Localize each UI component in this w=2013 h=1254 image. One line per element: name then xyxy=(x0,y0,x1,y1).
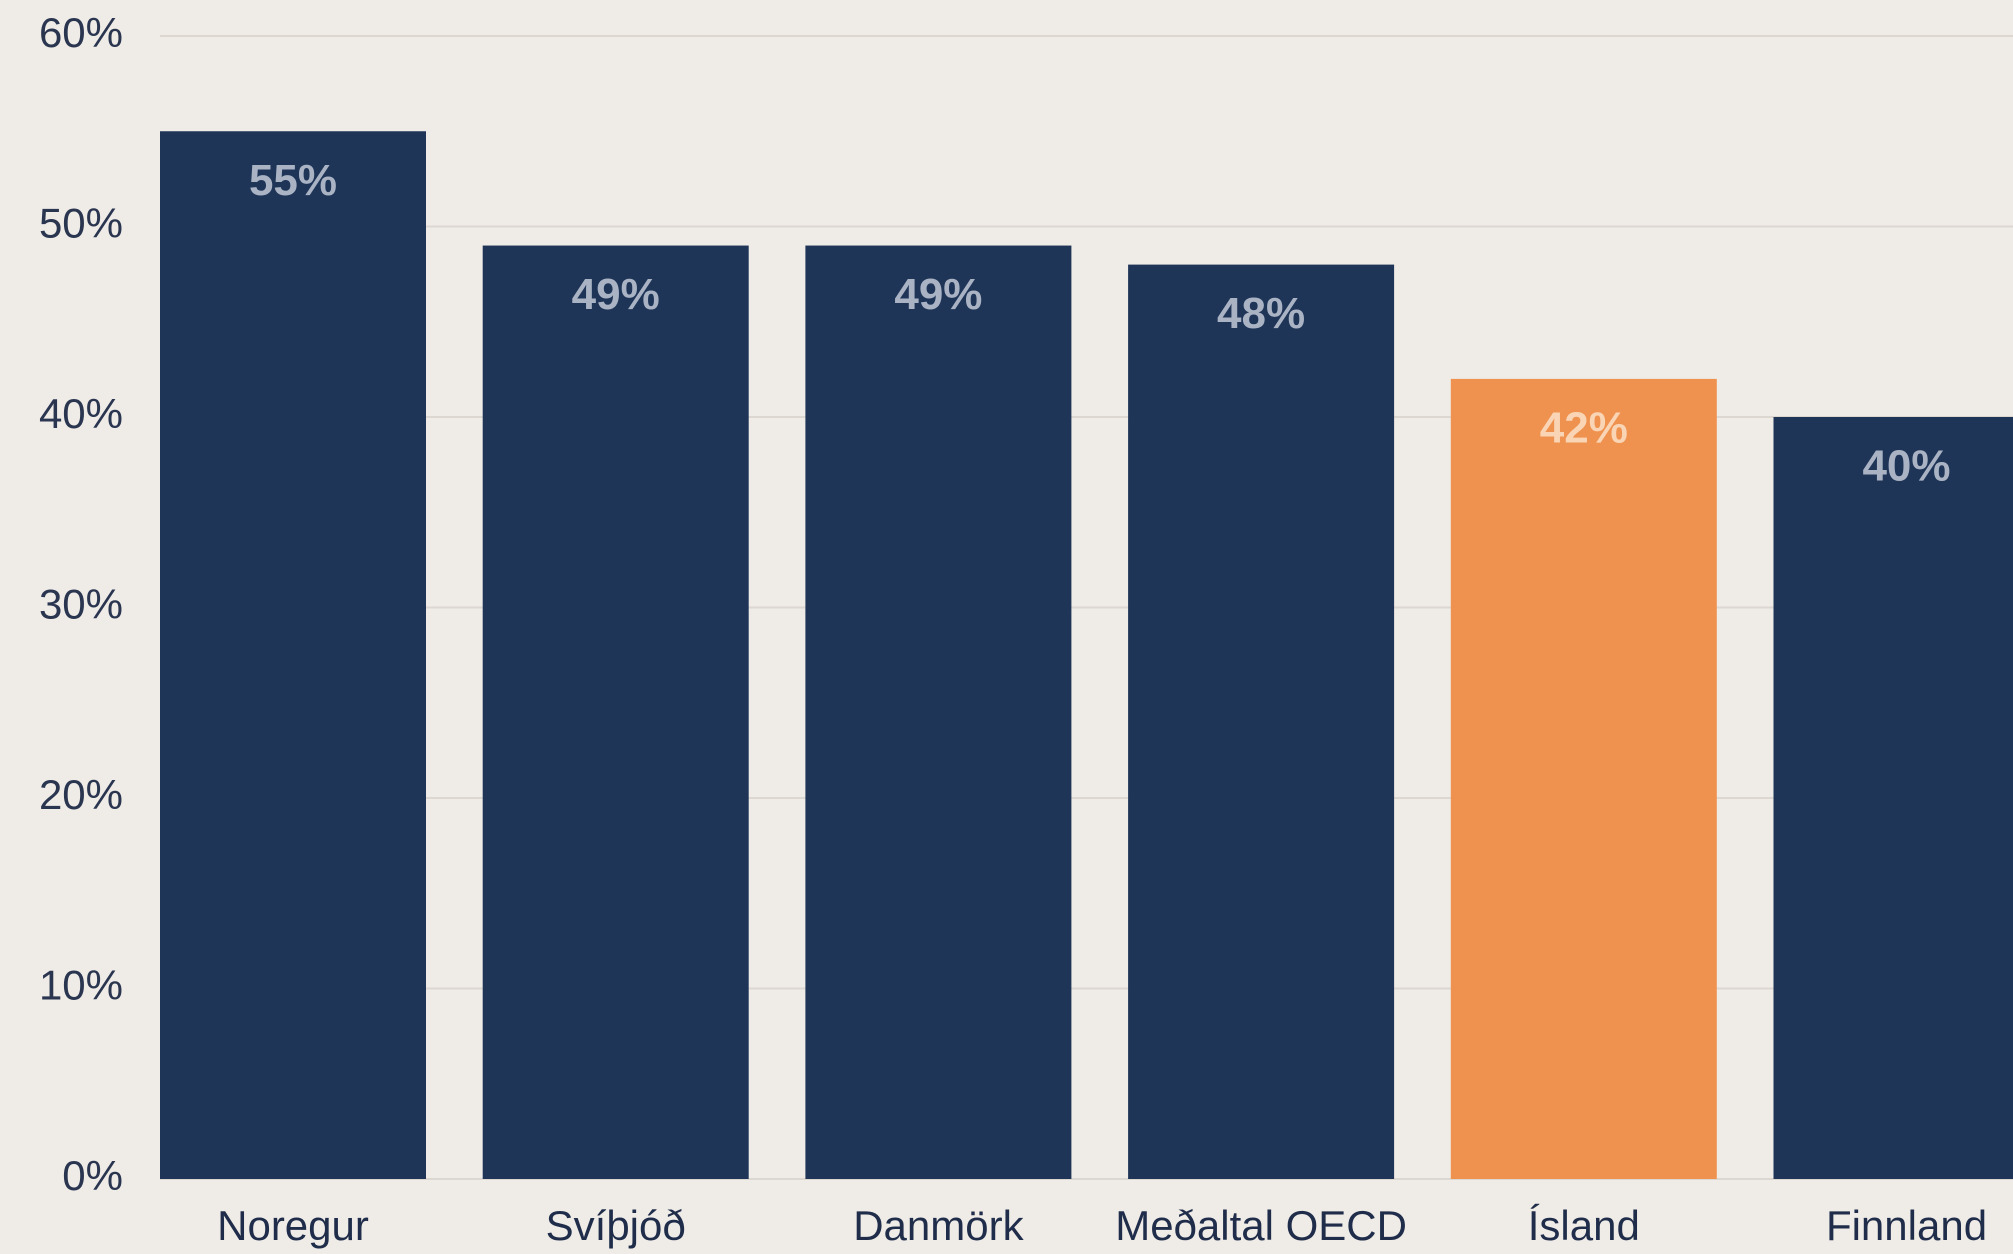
bar xyxy=(1773,417,2013,1179)
bar xyxy=(482,245,749,1180)
value-label: 49% xyxy=(894,270,982,319)
y-tick-label: 20% xyxy=(39,771,123,818)
bar xyxy=(160,131,426,1179)
value-label: 55% xyxy=(249,156,337,205)
y-tick-label: 50% xyxy=(39,200,123,247)
y-tick-label: 30% xyxy=(39,581,123,628)
x-tick-label: Ísland xyxy=(1528,1202,1640,1249)
bar xyxy=(1450,378,1717,1179)
x-tick-label: Noregur xyxy=(217,1202,369,1249)
value-label: 49% xyxy=(572,270,660,319)
bar xyxy=(1128,264,1395,1180)
y-tick-label: 0% xyxy=(62,1152,123,1199)
y-tick-label: 10% xyxy=(39,962,123,1009)
value-label: 40% xyxy=(1862,442,1950,491)
x-tick-label: Svíþjóð xyxy=(546,1202,686,1249)
x-tick-label: Danmörk xyxy=(853,1202,1024,1249)
value-label: 42% xyxy=(1540,404,1628,453)
x-tick-label: Finnland xyxy=(1826,1202,1987,1249)
y-tick-label: 40% xyxy=(39,390,123,437)
x-tick-label: Meðaltal OECD xyxy=(1115,1202,1407,1249)
y-tick-label: 60% xyxy=(39,9,123,56)
value-label: 48% xyxy=(1217,289,1305,338)
bar xyxy=(805,245,1072,1180)
